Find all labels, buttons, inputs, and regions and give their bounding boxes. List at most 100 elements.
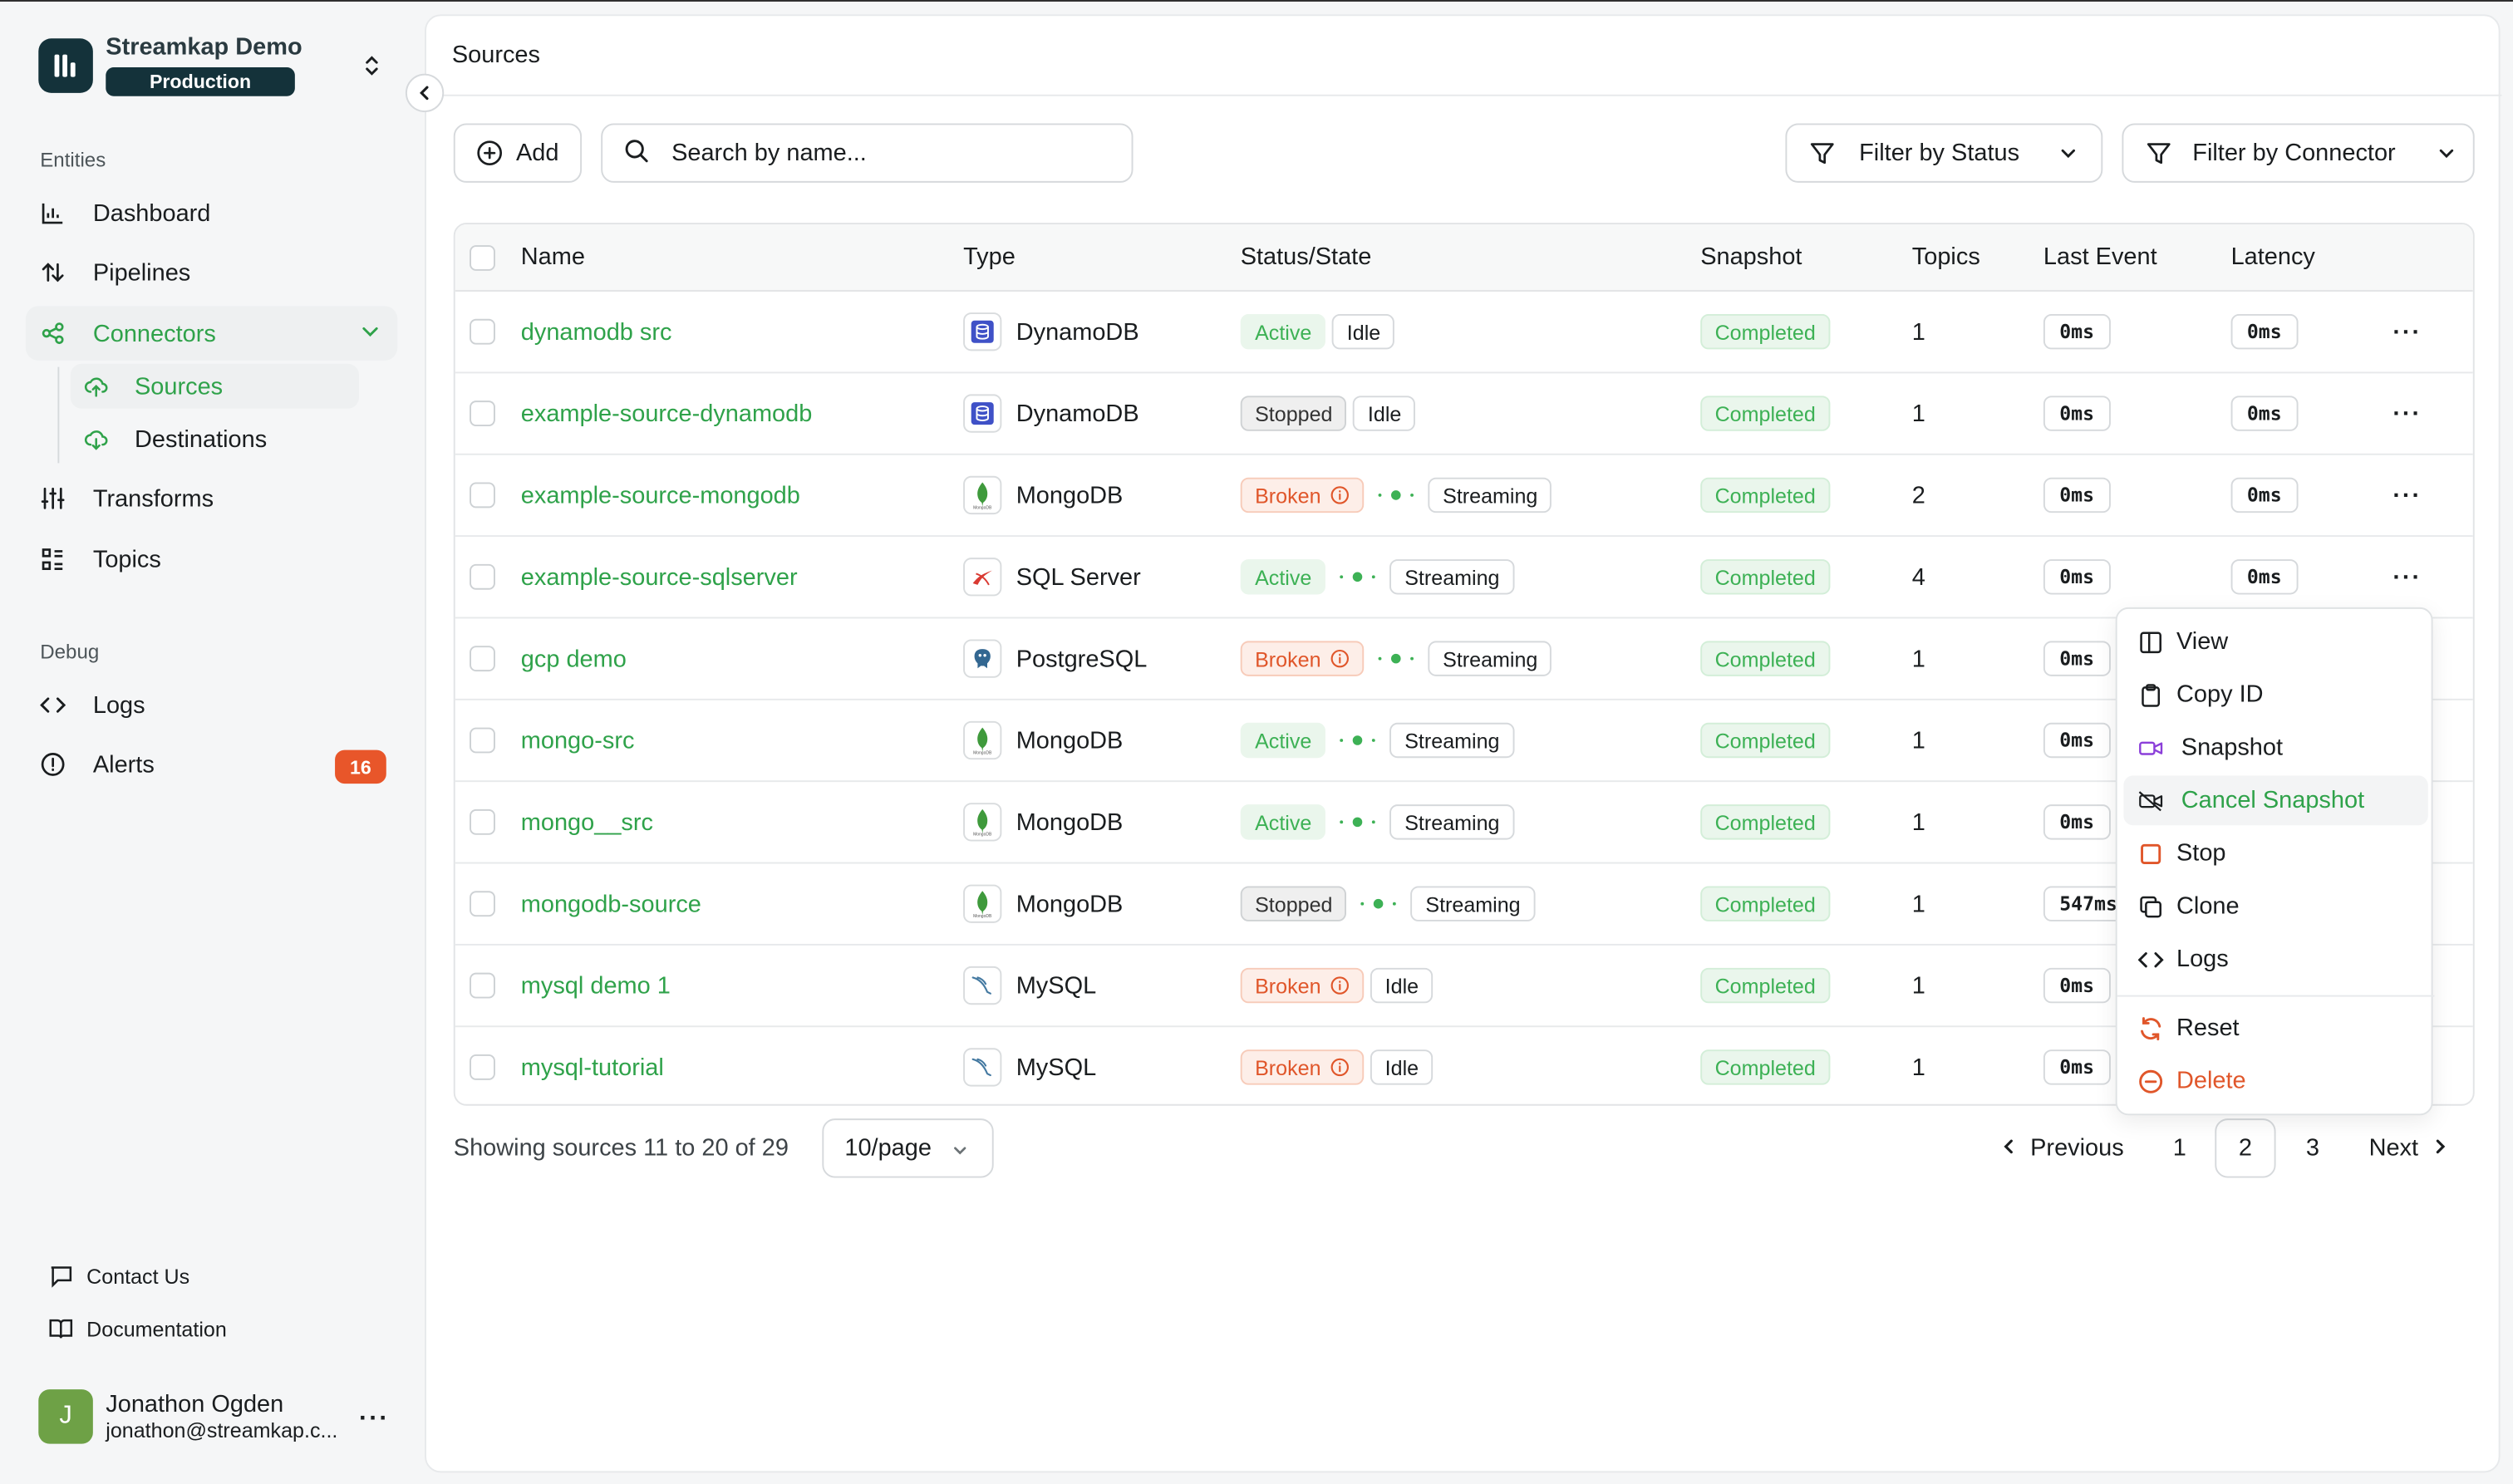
svg-text:MongoDB: MongoDB <box>973 505 992 509</box>
menu-copy-id[interactable]: Copy ID <box>2123 670 2427 720</box>
table-row[interactable]: example-source-sqlserver SQL Server Acti… <box>455 537 2473 619</box>
state-badge: Streaming <box>1389 804 1514 840</box>
status-label: Active <box>1255 809 1312 834</box>
info-icon[interactable] <box>1330 485 1350 504</box>
previous-page-button[interactable]: Previous <box>1994 1118 2130 1177</box>
menu-stop[interactable]: Stop <box>2123 828 2427 878</box>
table-row[interactable]: mysql-tutorial MySQL Broken Idle Complet… <box>455 1027 2473 1104</box>
page-3-button[interactable]: 3 <box>2305 1134 2319 1162</box>
row-checkbox[interactable] <box>470 563 495 590</box>
per-page-select[interactable]: 10/page <box>822 1118 994 1178</box>
org-switcher[interactable]: Streamkap Demo Production <box>38 33 302 96</box>
row-actions-more-icon[interactable]: ··· <box>2393 481 2422 509</box>
source-name-link[interactable]: mysql demo 1 <box>520 971 671 1000</box>
nav-logs[interactable]: Logs <box>26 678 397 733</box>
row-checkbox[interactable] <box>470 891 495 917</box>
row-actions-more-icon[interactable]: ··· <box>2393 400 2422 427</box>
sliders-icon <box>40 485 66 511</box>
contact-us-link[interactable]: Contact Us <box>48 1263 189 1289</box>
table-row[interactable]: gcp demo PostgreSQL Broken Streaming Com… <box>455 618 2473 700</box>
bar-chart-icon <box>40 200 66 226</box>
row-checkbox[interactable] <box>470 400 495 426</box>
nav-destinations[interactable]: Destinations <box>71 416 359 461</box>
nav-transforms[interactable]: Transforms <box>26 471 397 526</box>
streaming-indicator-icon <box>1335 572 1380 582</box>
chevron-left-icon <box>420 86 429 101</box>
avatar: J <box>38 1389 93 1444</box>
video-icon <box>2138 735 2164 760</box>
row-checkbox[interactable] <box>470 972 495 999</box>
row-checkbox[interactable] <box>470 808 495 835</box>
column-latency[interactable]: Latency <box>2230 243 2315 271</box>
nav-dashboard[interactable]: Dashboard <box>26 186 397 241</box>
sqlserver-icon <box>963 558 1002 597</box>
menu-view[interactable]: View <box>2123 617 2427 666</box>
menu-cancel-snapshot[interactable]: Cancel Snapshot <box>2123 775 2428 826</box>
column-status[interactable]: Status/State <box>1240 243 1372 271</box>
contact-us-label: Contact Us <box>86 1263 190 1288</box>
source-type: DynamoDB <box>1016 400 1139 427</box>
streaming-indicator-icon <box>1374 653 1419 664</box>
filter-by-status-dropdown[interactable]: Filter by Status <box>1785 123 2103 183</box>
source-name-link[interactable]: dynamodb src <box>520 317 672 346</box>
column-snapshot[interactable]: Snapshot <box>1700 243 1802 271</box>
nav-connectors[interactable]: Connectors <box>25 306 398 361</box>
nav-pipelines[interactable]: Pipelines <box>26 245 397 300</box>
source-name-link[interactable]: example-source-mongodb <box>520 481 800 509</box>
column-last-event[interactable]: Last Event <box>2043 243 2157 271</box>
table-row[interactable]: example-source-mongodb MongoDB MongoDB B… <box>455 455 2473 538</box>
menu-reset[interactable]: Reset <box>2123 1003 2427 1053</box>
page-1-button[interactable]: 1 <box>2172 1134 2186 1162</box>
select-all-checkbox[interactable] <box>470 245 495 271</box>
menu-snapshot[interactable]: Snapshot <box>2123 723 2427 773</box>
nav-alerts[interactable]: Alerts <box>26 737 397 792</box>
column-topics[interactable]: Topics <box>1911 243 1980 271</box>
chevrons-up-down-icon[interactable] <box>359 53 385 79</box>
source-name-link[interactable]: mysql-tutorial <box>520 1054 664 1081</box>
row-checkbox[interactable] <box>470 646 495 672</box>
per-page-value: 10/page <box>844 1134 932 1162</box>
nav-dashboard-label: Dashboard <box>92 199 211 227</box>
table-header: Name Type Status/State Snapshot Topics L… <box>455 224 2473 292</box>
source-name-link[interactable]: mongo__src <box>520 808 653 836</box>
state-badge: Streaming <box>1428 477 1552 514</box>
next-page-button[interactable]: Next <box>2359 1118 2459 1177</box>
filter-by-connector-dropdown[interactable]: Filter by Connector <box>2122 123 2475 183</box>
menu-delete[interactable]: Delete <box>2123 1056 2427 1106</box>
source-name-link[interactable]: mongo-src <box>520 726 635 754</box>
info-icon[interactable] <box>1330 649 1350 668</box>
search-input[interactable] <box>671 139 1104 167</box>
row-checkbox[interactable] <box>470 727 495 754</box>
source-name-link[interactable]: example-source-dynamodb <box>520 400 813 427</box>
column-name[interactable]: Name <box>520 243 585 271</box>
page-2-button[interactable]: 2 <box>2215 1118 2276 1178</box>
collapse-sidebar-button[interactable] <box>405 73 445 112</box>
table-row[interactable]: dynamodb src DynamoDB Active Idle Comple… <box>455 292 2473 374</box>
table-row[interactable]: mysql demo 1 MySQL Broken Idle Completed… <box>455 946 2473 1028</box>
menu-logs[interactable]: Logs <box>2123 934 2427 984</box>
row-checkbox[interactable] <box>470 318 495 345</box>
menu-clone[interactable]: Clone <box>2123 882 2427 931</box>
row-checkbox[interactable] <box>470 482 495 509</box>
row-actions-more-icon[interactable]: ··· <box>2393 317 2422 346</box>
source-name-link[interactable]: gcp demo <box>520 645 627 673</box>
source-name-link[interactable]: example-source-sqlserver <box>520 563 798 591</box>
documentation-label: Documentation <box>86 1316 227 1341</box>
search-box[interactable] <box>601 123 1134 183</box>
documentation-link[interactable]: Documentation <box>48 1315 227 1341</box>
table-row[interactable]: example-source-dynamodb DynamoDB Stopped… <box>455 373 2473 455</box>
column-type[interactable]: Type <box>963 243 1016 271</box>
nav-sources[interactable]: Sources <box>70 363 359 409</box>
user-profile[interactable]: J Jonathon Ogden jonathon@streamkap.c... <box>38 1389 337 1444</box>
info-icon[interactable] <box>1330 1058 1350 1077</box>
nav-topics[interactable]: Topics <box>26 532 397 587</box>
add-button[interactable]: Add <box>453 123 583 183</box>
more-horizontal-icon[interactable]: ··· <box>358 1405 390 1433</box>
table-row[interactable]: mongo__src MongoDB MongoDB Active Stream… <box>455 782 2473 864</box>
latency-badge: 0ms <box>2230 396 2298 431</box>
source-name-link[interactable]: mongodb-source <box>520 890 701 918</box>
row-checkbox[interactable] <box>470 1054 495 1080</box>
row-actions-more-icon[interactable]: ··· <box>2393 563 2422 591</box>
info-icon[interactable] <box>1330 975 1350 995</box>
table-row[interactable]: mongo-src MongoDB MongoDB Active Streami… <box>455 700 2473 783</box>
